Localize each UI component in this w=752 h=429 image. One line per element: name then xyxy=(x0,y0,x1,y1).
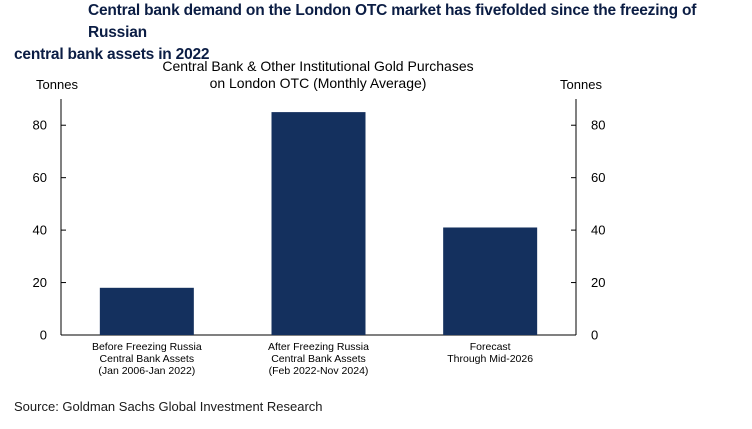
x-tick-label: Central Bank Assets xyxy=(100,353,195,365)
x-tick-label: Forecast xyxy=(470,341,511,353)
headline-line-1: Central bank demand on the London OTC ma… xyxy=(88,2,697,41)
y-tick-label-right: 80 xyxy=(591,118,605,133)
x-tick-label: (Feb 2022-Nov 2024) xyxy=(269,365,369,377)
chart-title-line: on London OTC (Monthly Average) xyxy=(210,75,427,91)
bar xyxy=(271,112,366,335)
y-tick-label-left: 0 xyxy=(40,328,47,343)
y-axis-label-right: Tonnes xyxy=(560,77,602,92)
y-tick-label-left: 80 xyxy=(33,118,47,133)
axis-ticks: 0 0 20 20 40 40 60 60 80 80 xyxy=(33,118,606,343)
y-tick-label-right: 20 xyxy=(591,275,605,290)
chart-title-line: Central Bank & Other Institutional Gold … xyxy=(162,58,473,74)
headline-line-2: central bank assets in 2022 xyxy=(14,46,210,63)
x-tick-label: Before Freezing Russia xyxy=(92,341,202,353)
bars xyxy=(99,112,538,335)
x-tick-label: After Freezing Russia xyxy=(268,341,369,353)
x-tick-label: Through Mid-2026 xyxy=(447,353,533,365)
bar xyxy=(443,227,538,335)
x-tick-label: (Jan 2006-Jan 2022) xyxy=(98,365,195,377)
y-tick-label-right: 0 xyxy=(591,328,598,343)
y-tick-label-left: 20 xyxy=(33,275,47,290)
y-tick-label-right: 60 xyxy=(591,170,605,185)
headline: Central bank demand on the London OTC ma… xyxy=(14,0,744,66)
bar xyxy=(99,287,194,335)
y-tick-label-left: 40 xyxy=(33,223,47,238)
x-tick-label: Central Bank Assets xyxy=(271,353,366,365)
chart-title: Central Bank & Other Institutional Gold … xyxy=(162,58,473,91)
y-tick-label-right: 40 xyxy=(591,223,605,238)
y-axis-label-left: Tonnes xyxy=(36,77,78,92)
y-tick-label-left: 60 xyxy=(33,170,47,185)
source-note: Source: Goldman Sachs Global Investment … xyxy=(14,399,323,414)
